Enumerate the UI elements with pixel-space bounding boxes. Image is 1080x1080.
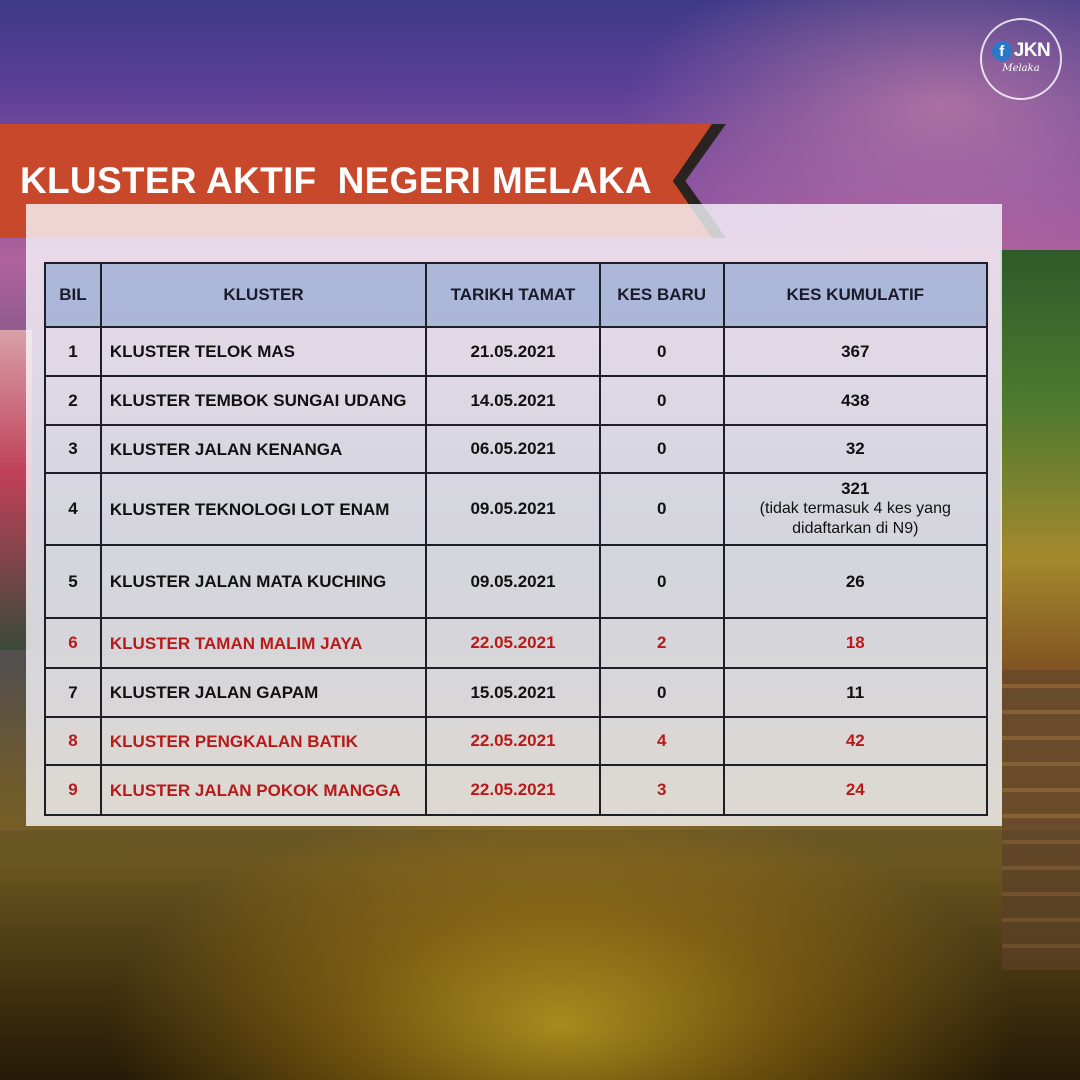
bil-cell: 3 xyxy=(44,424,102,474)
kes-kumulatif-cell: 367 xyxy=(722,326,989,377)
tarikh-cell: 06.05.2021 xyxy=(425,424,601,474)
table-row-highlighted: 8 KLUSTER PENGKALAN BATIK 22.05.2021 4 4… xyxy=(44,716,989,766)
kes-baru-cell: 4 xyxy=(598,716,725,766)
kes-kumulatif-cell: 42 xyxy=(722,716,989,766)
background-trees xyxy=(1000,250,1080,690)
jkn-logo: f JKN Melaka xyxy=(980,18,1062,100)
kes-kumulatif-cell: 321 (tidak termasuk 4 kes yang didaftark… xyxy=(722,472,989,546)
kluster-cell: KLUSTER JALAN MATA KUCHING xyxy=(99,544,428,619)
kluster-cell: KLUSTER JALAN KENANGA xyxy=(99,424,428,474)
bil-cell: 5 xyxy=(44,544,102,619)
kluster-cell: KLUSTER TEMBOK SUNGAI UDANG xyxy=(99,375,428,426)
tarikh-cell: 09.05.2021 xyxy=(425,472,601,546)
page-title: KLUSTER AKTIF NEGERI MELAKA xyxy=(20,160,652,201)
tarikh-cell: 09.05.2021 xyxy=(425,544,601,619)
bil-cell: 8 xyxy=(44,716,102,766)
kes-baru-cell: 0 xyxy=(598,544,725,619)
column-header-kes-baru: KES BARU xyxy=(598,262,725,328)
logo-text: JKN xyxy=(1013,40,1051,61)
column-header-kluster: KLUSTER xyxy=(99,262,428,328)
table-row: 4 KLUSTER TEKNOLOGI LOT ENAM 09.05.2021 … xyxy=(44,472,989,546)
table-row-highlighted: 9 KLUSTER JALAN POKOK MANGGA 22.05.2021 … xyxy=(44,764,989,816)
kes-kumulatif-note: (tidak termasuk 4 kes yang didaftarkan d… xyxy=(759,500,951,537)
bil-cell: 1 xyxy=(44,326,102,377)
bil-cell: 2 xyxy=(44,375,102,426)
kluster-cell: KLUSTER PENGKALAN BATIK xyxy=(99,716,428,766)
table-row: 5 KLUSTER JALAN MATA KUCHING 09.05.2021 … xyxy=(44,544,989,619)
kes-kumulatif-cell: 26 xyxy=(722,544,989,619)
tarikh-cell: 15.05.2021 xyxy=(425,667,601,718)
kes-baru-cell: 0 xyxy=(598,472,725,546)
kes-baru-cell: 0 xyxy=(598,667,725,718)
table-row: 3 KLUSTER JALAN KENANGA 06.05.2021 0 32 xyxy=(44,424,989,474)
kluster-cell: KLUSTER JALAN POKOK MANGGA xyxy=(99,764,428,816)
bil-cell: 9 xyxy=(44,764,102,816)
bil-cell: 6 xyxy=(44,617,102,669)
table-header-row: BIL KLUSTER TARIKH TAMAT KES BARU KES KU… xyxy=(44,262,989,328)
column-header-tarikh-tamat: TARIKH TAMAT xyxy=(425,262,601,328)
tarikh-cell: 21.05.2021 xyxy=(425,326,601,377)
bil-cell: 4 xyxy=(44,472,102,546)
background-wall xyxy=(1002,670,1080,970)
kluster-cell: KLUSTER TELOK MAS xyxy=(99,326,428,377)
kluster-cell: KLUSTER TAMAN MALIM JAYA xyxy=(99,617,428,669)
kes-kumulatif-cell: 32 xyxy=(722,424,989,474)
kes-kumulatif-cell: 438 xyxy=(722,375,989,426)
kluster-cell: KLUSTER TEKNOLOGI LOT ENAM xyxy=(99,472,428,546)
kes-baru-cell: 0 xyxy=(598,326,725,377)
table-row-highlighted: 6 KLUSTER TAMAN MALIM JAYA 22.05.2021 2 … xyxy=(44,617,989,669)
kes-baru-cell: 3 xyxy=(598,764,725,816)
kes-kumulatif-value: 321 xyxy=(841,479,870,498)
background-river xyxy=(0,830,1080,1080)
column-header-kes-kumulatif: KES KUMULATIF xyxy=(722,262,989,328)
facebook-icon: f xyxy=(991,41,1012,61)
tarikh-cell: 22.05.2021 xyxy=(425,617,601,669)
table-row: 1 KLUSTER TELOK MAS 21.05.2021 0 367 xyxy=(44,326,989,377)
kes-kumulatif-cell: 18 xyxy=(722,617,989,669)
tarikh-cell: 14.05.2021 xyxy=(425,375,601,426)
kes-baru-cell: 0 xyxy=(598,424,725,474)
kluster-cell: KLUSTER JALAN GAPAM xyxy=(99,667,428,718)
tarikh-cell: 22.05.2021 xyxy=(425,764,601,816)
kes-kumulatif-cell: 11 xyxy=(722,667,989,718)
table-row: 2 KLUSTER TEMBOK SUNGAI UDANG 14.05.2021… xyxy=(44,375,989,426)
logo-subtext: Melaka xyxy=(1002,63,1040,74)
table-row: 7 KLUSTER JALAN GAPAM 15.05.2021 0 11 xyxy=(44,667,989,718)
kes-baru-cell: 0 xyxy=(598,375,725,426)
bil-cell: 7 xyxy=(44,667,102,718)
kes-baru-cell: 2 xyxy=(598,617,725,669)
cluster-table: BIL KLUSTER TARIKH TAMAT KES BARU KES KU… xyxy=(44,262,989,816)
tarikh-cell: 22.05.2021 xyxy=(425,716,601,766)
kes-kumulatif-cell: 24 xyxy=(722,764,989,816)
column-header-bil: BIL xyxy=(44,262,102,328)
